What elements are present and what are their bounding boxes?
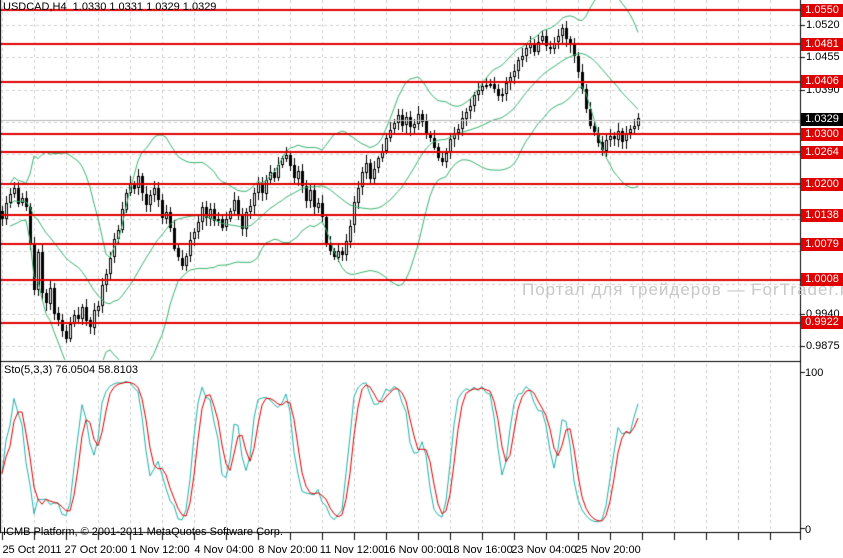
current-price-label: 1.0329: [801, 113, 843, 127]
stochastic-label: Sto(5,3,3) 76.0504 58.8103: [4, 364, 138, 376]
hline-price-label: 0.9922: [801, 316, 843, 330]
time-axis-label: 4 Nov 04:00: [194, 544, 254, 556]
hline-price-label: 1.0300: [801, 127, 843, 141]
stoch-axis-label: 0: [805, 524, 812, 536]
hline-price-label: 1.0264: [801, 145, 843, 159]
hline-price-label: 1.0008: [801, 273, 843, 287]
time-axis-label: 23 Nov 04:00: [511, 544, 577, 556]
stoch-axis-label: 100: [805, 367, 824, 379]
watermark-text: Портал для трейдеров — ForTrader.ru: [522, 280, 843, 299]
time-axis-label: 18 Nov 16:00: [447, 544, 513, 556]
time-axis-label: 16 Nov 00:00: [383, 544, 449, 556]
price-axis-label: 0.9875: [806, 340, 840, 352]
hline-price-label: 1.0138: [801, 208, 843, 222]
price-axis-label: 1.0520: [806, 19, 840, 31]
hline-price-label: 1.0406: [801, 75, 843, 89]
time-axis-label: 25 Nov 20:00: [575, 544, 641, 556]
chart-title-ohlc: USDCAD,H4 1.0330 1.0331 1.0329 1.0329: [3, 1, 217, 13]
copyright-text: ICMB Platform, © 2001-2011 MetaQuotes So…: [3, 526, 283, 538]
time-axis-label: 27 Oct 20:00: [64, 544, 128, 556]
time-axis-label: 8 Nov 20:00: [258, 544, 318, 556]
hline-price-label: 1.0079: [801, 237, 843, 251]
price-axis-label: 1.0455: [806, 51, 840, 64]
time-axis-label: 1 Nov 12:00: [130, 544, 190, 556]
time-axis-label: 25 Oct 2011: [2, 544, 62, 556]
hline-price-label: 1.0200: [801, 177, 843, 191]
time-axis-label: 11 Nov 12:00: [319, 544, 385, 556]
hline-price-label: 1.0550: [801, 3, 843, 17]
hline-price-label: 1.0481: [801, 37, 843, 51]
